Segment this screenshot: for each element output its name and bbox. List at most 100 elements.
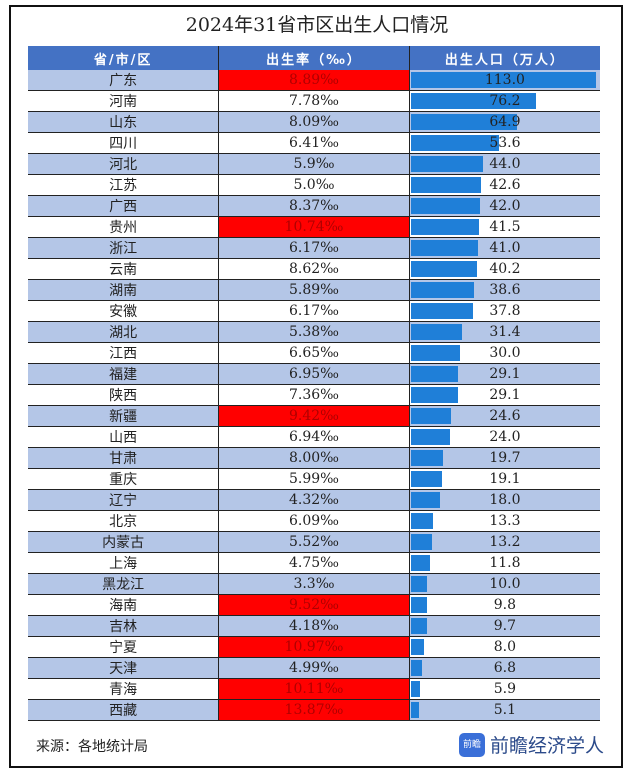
region-cell: 新疆 <box>28 405 220 427</box>
table-row: 贵州 10.74‰ 41.5 <box>28 216 600 238</box>
births-bar <box>410 618 427 634</box>
region-cell: 河北 <box>28 153 220 175</box>
births-bar <box>410 282 474 298</box>
births-value: 9.8 <box>493 597 517 613</box>
rate-cell: 7.36‰ <box>218 384 410 406</box>
region-cell: 浙江 <box>28 237 220 259</box>
rate-cell: 3.3‰ <box>218 573 410 595</box>
rate-cell: 5.0‰ <box>218 174 410 196</box>
births-bar <box>410 429 451 445</box>
region-cell: 贵州 <box>28 216 220 238</box>
births-bar <box>410 471 443 487</box>
births-value: 19.7 <box>489 450 521 466</box>
births-value: 11.8 <box>489 555 521 571</box>
births-value: 31.4 <box>489 324 521 340</box>
births-cell: 24.0 <box>409 426 600 448</box>
rate-cell: 10.97‰ <box>218 636 410 658</box>
table-row: 宁夏 10.97‰ 8.0 <box>28 636 600 658</box>
births-bar <box>410 114 518 130</box>
header-births: 出生人口（万人） <box>409 46 600 70</box>
table-row: 吉林 4.18‰ 9.7 <box>28 615 600 637</box>
births-bar <box>410 366 459 382</box>
births-value: 13.2 <box>489 534 521 550</box>
rate-cell: 6.94‰ <box>218 426 410 448</box>
births-bar <box>410 93 536 109</box>
births-cell: 38.6 <box>409 279 600 301</box>
births-cell: 42.6 <box>409 174 600 196</box>
births-bar <box>410 702 420 718</box>
region-cell: 重庆 <box>28 468 220 490</box>
region-cell: 广东 <box>28 70 220 91</box>
table-row: 黑龙江 3.3‰ 10.0 <box>28 573 600 595</box>
region-cell: 北京 <box>28 510 220 532</box>
rate-cell: 10.11‰ <box>218 678 410 700</box>
births-cell: 76.2 <box>409 90 600 112</box>
table-row: 甘肃 8.00‰ 19.7 <box>28 447 600 469</box>
births-value: 76.2 <box>489 93 521 109</box>
rate-cell: 9.52‰ <box>218 594 410 616</box>
table-row: 湖北 5.38‰ 31.4 <box>28 321 600 343</box>
region-cell: 陕西 <box>28 384 220 406</box>
births-value: 44.0 <box>489 156 521 172</box>
brand-name: 前瞻经济学人 <box>490 735 605 757</box>
header-region: 省/市/区 <box>28 46 220 70</box>
births-cell: 31.4 <box>409 321 600 343</box>
table-row: 江西 6.65‰ 30.0 <box>28 342 600 364</box>
births-cell: 13.2 <box>409 531 600 553</box>
rate-cell: 5.89‰ <box>218 279 410 301</box>
births-bar <box>410 408 452 424</box>
births-cell: 8.0 <box>409 636 600 658</box>
births-bar <box>410 555 431 571</box>
births-cell: 29.1 <box>409 363 600 385</box>
region-cell: 山东 <box>28 111 220 133</box>
births-value: 64.9 <box>489 114 521 130</box>
table-row: 上海 4.75‰ 11.8 <box>28 552 600 574</box>
data-table: 省/市/区 出生率（‰） 出生人口（万人） 广东 8.89‰ 113.0 河南 7.78… <box>28 46 600 721</box>
region-cell: 四川 <box>28 132 220 154</box>
region-cell: 河南 <box>28 90 220 112</box>
births-cell: 13.3 <box>409 510 600 532</box>
births-bar <box>410 261 477 277</box>
table-row: 福建 6.95‰ 29.1 <box>28 363 600 385</box>
births-cell: 10.0 <box>409 573 600 595</box>
table-row: 海南 9.52‰ 9.8 <box>28 594 600 616</box>
rate-cell: 5.9‰ <box>218 153 410 175</box>
births-value: 5.1 <box>493 702 517 718</box>
region-cell: 江苏 <box>28 174 220 196</box>
births-bar <box>410 513 433 529</box>
region-cell: 天津 <box>28 657 220 679</box>
births-bar <box>410 597 427 613</box>
rate-cell: 4.18‰ <box>218 615 410 637</box>
births-value: 6.8 <box>493 660 517 676</box>
region-cell: 青海 <box>28 678 220 700</box>
births-cell: 53.6 <box>409 132 600 154</box>
births-bar <box>410 576 428 592</box>
rate-cell: 5.52‰ <box>218 531 410 553</box>
births-cell: 41.5 <box>409 216 600 238</box>
region-cell: 福建 <box>28 363 220 385</box>
table-row: 湖南 5.89‰ 38.6 <box>28 279 600 301</box>
births-value: 42.0 <box>489 198 521 214</box>
rate-cell: 7.78‰ <box>218 90 410 112</box>
births-bar <box>410 639 424 655</box>
rate-cell: 8.00‰ <box>218 447 410 469</box>
births-value: 19.1 <box>489 471 521 487</box>
table-row: 辽宁 4.32‰ 18.0 <box>28 489 600 511</box>
rate-cell: 6.17‰ <box>218 237 410 259</box>
rate-cell: 13.87‰ <box>218 699 410 721</box>
births-value: 41.5 <box>489 219 521 235</box>
births-value: 113.0 <box>484 72 525 88</box>
region-cell: 安徽 <box>28 300 220 322</box>
rate-cell: 8.09‰ <box>218 111 410 133</box>
births-value: 30.0 <box>489 345 521 361</box>
births-bar <box>410 240 478 256</box>
region-cell: 黑龙江 <box>28 573 220 595</box>
table-row: 云南 8.62‰ 40.2 <box>28 258 600 280</box>
births-bar <box>410 660 422 676</box>
region-cell: 上海 <box>28 552 220 574</box>
births-bar <box>410 135 499 151</box>
table-row: 陕西 7.36‰ 29.1 <box>28 384 600 406</box>
region-cell: 辽宁 <box>28 489 220 511</box>
table-row: 北京 6.09‰ 13.3 <box>28 510 600 532</box>
births-bar <box>410 303 473 319</box>
